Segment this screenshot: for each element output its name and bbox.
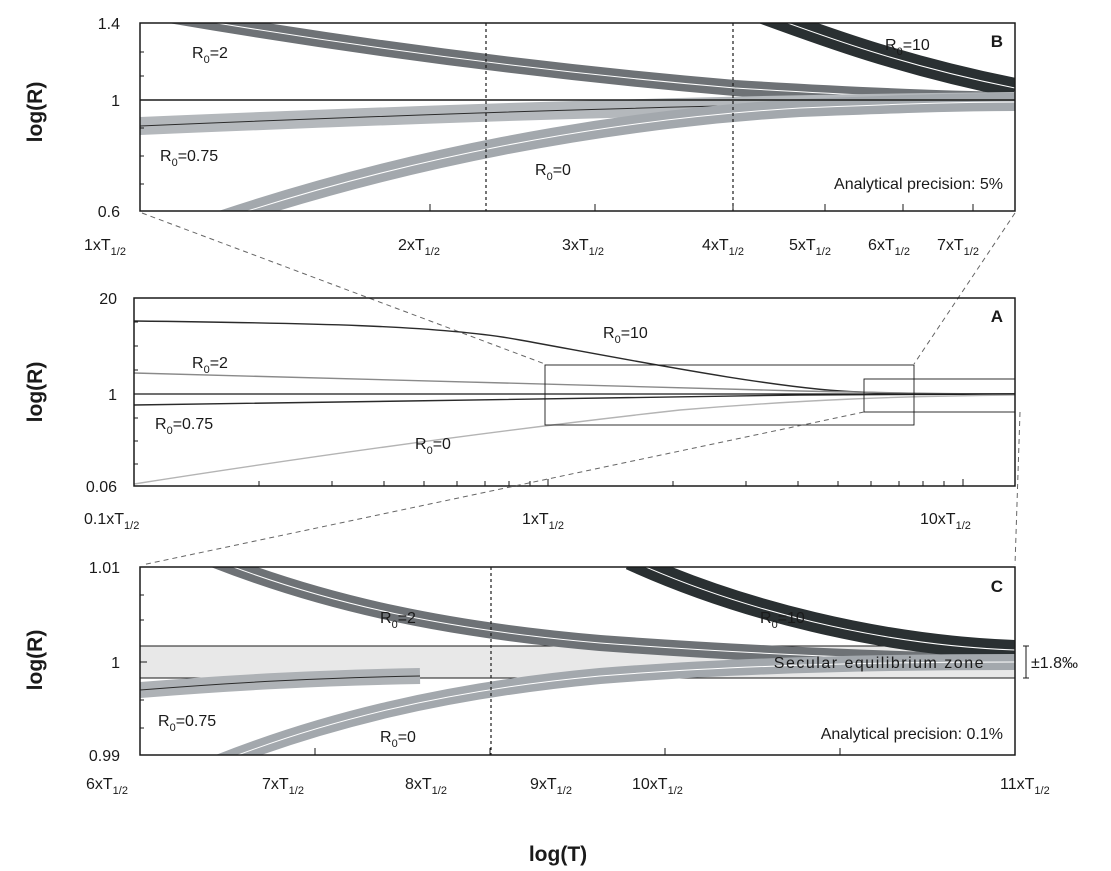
- curve-b-r0-0-center: [246, 101, 1015, 211]
- ytick-c-top: 1.01: [89, 560, 120, 577]
- zoom-box-c: [863, 378, 1015, 413]
- svg-text:11xT1/2: 11xT1/2: [1000, 776, 1050, 797]
- panel-label-c: C: [991, 577, 1003, 596]
- svg-text:8xT1/2: 8xT1/2: [405, 776, 447, 797]
- ticks-a: [134, 297, 964, 487]
- ytick-b-bot: 0.6: [98, 204, 120, 221]
- ytick-b-mid: 1: [111, 93, 120, 110]
- curve-a-r0-075: [134, 393, 1015, 406]
- curve-a-r0-2: [134, 372, 1015, 395]
- svg-text:5xT1/2: 5xT1/2: [789, 237, 831, 258]
- ytick-b-top: 1.4: [98, 16, 120, 33]
- label-c-r0-10: R0=10: [760, 610, 805, 631]
- precision-label-c: Analytical precision: 0.1%: [821, 726, 1003, 743]
- label-a-r0-10: R0=10: [603, 325, 648, 346]
- ylabel-a: log(R): [24, 362, 47, 423]
- svg-text:6xT1/2: 6xT1/2: [86, 776, 128, 797]
- curve-b-r0-10-center: [786, 23, 1015, 89]
- curve-b-r0-10-band: [758, 23, 1015, 98]
- curve-c-r0-10-band: [625, 567, 1015, 660]
- label-a-r0-075: R0=0.75: [155, 416, 213, 437]
- panel-b: 1.4 1 0.6 log(R) B 1xT1/2 2xT1/2 3xT1/2 …: [24, 16, 1016, 258]
- label-a-r0-0: R0=0: [415, 436, 451, 457]
- ylabel-c: log(R): [24, 630, 47, 691]
- ylabel-b: log(R): [24, 82, 47, 143]
- ytick-a-bot: 0.06: [86, 479, 117, 496]
- panel-label-a: A: [991, 307, 1003, 326]
- label-c-r0-075: R0=0.75: [158, 713, 216, 734]
- ytick-a-mid: 1: [108, 387, 117, 404]
- curve-a-r0-10: [134, 320, 1015, 395]
- zone-bracket-label: ±1.8‰: [1031, 655, 1078, 672]
- curve-c-r0-075-center: [140, 675, 421, 691]
- label-c-r0-2: R0=2: [380, 610, 416, 631]
- ytick-a-top: 20: [99, 291, 117, 308]
- zone-bracket: [1023, 645, 1029, 679]
- svg-text:7xT1/2: 7xT1/2: [937, 237, 979, 258]
- svg-text:9xT1/2: 9xT1/2: [530, 776, 572, 797]
- panel-label-b: B: [991, 32, 1003, 51]
- label-a-r0-2: R0=2: [192, 355, 228, 376]
- ticks-b: [140, 22, 974, 212]
- ticks-c: [140, 566, 841, 756]
- label-b-r0-10: R0=10: [885, 37, 930, 58]
- ytick-c-bot: 0.99: [89, 748, 120, 765]
- zoom-box-b: [544, 364, 915, 426]
- axes-a: [133, 297, 1016, 487]
- secular-zone-label: Secular equilibrium zone: [774, 655, 985, 672]
- xticks-c: 6xT1/2 7xT1/2 8xT1/2 9xT1/2 10xT1/2 11xT…: [86, 776, 1050, 797]
- label-c-r0-0: R0=0: [380, 729, 416, 750]
- svg-text:3xT1/2: 3xT1/2: [562, 237, 604, 258]
- xlabel-global: log(T): [529, 843, 587, 866]
- label-b-r0-0: R0=0: [535, 162, 571, 183]
- label-b-r0-075: R0=0.75: [160, 148, 218, 169]
- panel-a: 20 1 0.06 log(R) A 0.1xT1/2 1xT1/2 10xT1…: [24, 291, 1016, 532]
- axes-c: [139, 566, 1016, 756]
- curve-a-r0-0: [134, 394, 1015, 485]
- xticks-b: 1xT1/2 2xT1/2 3xT1/2 4xT1/2 5xT1/2 6xT1/…: [84, 237, 979, 258]
- svg-text:2xT1/2: 2xT1/2: [398, 237, 440, 258]
- svg-text:7xT1/2: 7xT1/2: [262, 776, 304, 797]
- xticks-a: 0.1xT1/2 1xT1/2 10xT1/2: [84, 511, 971, 532]
- svg-text:10xT1/2: 10xT1/2: [920, 511, 971, 532]
- svg-text:6xT1/2: 6xT1/2: [868, 237, 910, 258]
- curve-c-r0-0-center: [236, 661, 1015, 755]
- curve-c-r0-10-center: [644, 567, 1015, 651]
- panel-c: 1.01 1 0.99 log(R) C 6xT1/2 7xT1/2 8xT1/…: [24, 560, 1078, 797]
- zoom-connectors-bottom: [141, 411, 1021, 566]
- svg-text:4xT1/2: 4xT1/2: [702, 237, 744, 258]
- label-b-r0-2: R0=2: [192, 45, 228, 66]
- precision-label-b: Analytical precision: 5%: [834, 176, 1003, 193]
- svg-text:10xT1/2: 10xT1/2: [632, 776, 683, 797]
- ytick-c-mid: 1: [111, 655, 120, 672]
- svg-text:1xT1/2: 1xT1/2: [84, 237, 126, 258]
- svg-text:0.1xT1/2: 0.1xT1/2: [84, 511, 139, 532]
- svg-text:1xT1/2: 1xT1/2: [522, 511, 564, 532]
- zoom-connectors-top: [141, 212, 1016, 365]
- axes-b: [139, 22, 1016, 212]
